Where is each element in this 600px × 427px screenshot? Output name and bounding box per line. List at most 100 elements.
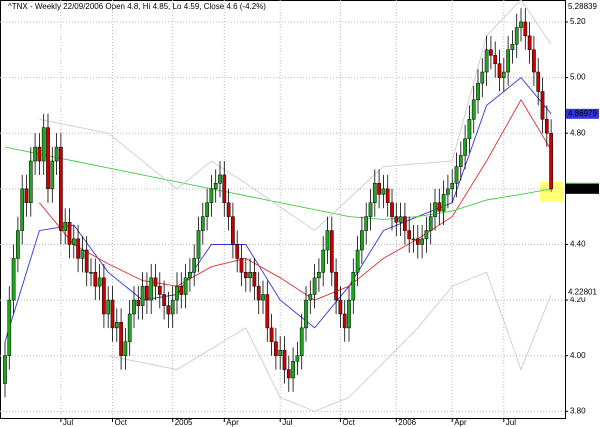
candle-body	[46, 127, 50, 190]
y-tick-label: 4.20	[570, 295, 586, 304]
candle-body	[454, 166, 459, 184]
candle-body	[153, 277, 158, 287]
candle-body	[317, 272, 321, 279]
y-tick-label: 4.00	[570, 351, 586, 360]
candle-body	[471, 99, 476, 120]
candle-body	[149, 277, 154, 301]
candle-body	[291, 361, 295, 379]
candle-body	[398, 216, 403, 223]
candle-body	[71, 238, 76, 245]
candle-body	[188, 272, 192, 279]
x-tick-label: 2006	[398, 418, 416, 427]
candle-body	[63, 221, 68, 231]
x-tick-label: Jul	[63, 418, 73, 427]
candle-body	[368, 202, 373, 217]
price-label-box	[566, 287, 599, 298]
candle-body	[205, 202, 209, 217]
candle-body	[80, 249, 85, 259]
candle-body	[145, 285, 149, 301]
candle-body	[467, 119, 472, 140]
candle-body	[76, 238, 80, 259]
highlight	[540, 182, 564, 202]
candle-body	[239, 258, 244, 273]
price-label-box	[566, 2, 599, 12]
candle-body	[519, 21, 523, 28]
y-tick-label: 5.20	[570, 17, 586, 26]
x-tick-label: Jul	[506, 418, 516, 427]
candle-body	[532, 49, 536, 73]
candle-body	[93, 272, 98, 287]
candle-body	[549, 132, 553, 190]
candle-body	[119, 322, 123, 356]
candle-body	[476, 82, 480, 101]
candle-body	[446, 188, 450, 195]
candle-body	[41, 127, 46, 162]
candle-body	[183, 277, 188, 295]
candle-body	[127, 313, 132, 343]
candle-body	[325, 230, 330, 251]
candle-body	[394, 216, 399, 223]
price-label: 4.86979	[568, 109, 597, 118]
candle-body	[433, 202, 437, 217]
candle-body	[89, 272, 93, 274]
candle-body	[489, 49, 493, 56]
candle-body	[102, 277, 106, 315]
indicator-line	[108, 271, 552, 412]
y-tick-label: 5.00	[570, 73, 586, 82]
candle-body	[140, 285, 145, 306]
candle-body	[437, 202, 442, 212]
candle-body	[84, 249, 89, 273]
price-label-box	[566, 108, 599, 119]
candle-body	[381, 188, 386, 195]
candle-body	[424, 230, 429, 240]
candle-body	[385, 188, 390, 203]
candle-body	[411, 238, 416, 241]
candle-body	[67, 221, 72, 245]
candle-body	[428, 216, 433, 231]
candle-body	[497, 63, 502, 78]
candle-body	[450, 183, 455, 190]
candle-body	[11, 258, 16, 301]
candle-body	[510, 43, 515, 51]
candle-body	[544, 119, 549, 134]
candle-body	[37, 146, 42, 162]
candle-body	[351, 272, 356, 301]
x-tick-label: Oct	[342, 418, 355, 427]
indicator-line	[39, 0, 552, 232]
x-tick-label: Apr	[454, 418, 467, 427]
candle-body	[162, 294, 166, 306]
candle-body	[458, 155, 463, 167]
candle-body	[226, 202, 231, 217]
candle-body	[355, 249, 360, 273]
candle-body	[54, 146, 59, 162]
candle-body	[299, 327, 304, 356]
candle-body	[200, 216, 205, 231]
candle-body	[269, 327, 274, 343]
candle-body	[372, 183, 377, 203]
candle-body	[196, 230, 201, 259]
candle-body	[514, 27, 519, 45]
price-label: 5.28839	[568, 2, 597, 11]
candle-body	[364, 216, 369, 231]
candle-body	[136, 299, 141, 306]
candle-body	[282, 349, 287, 370]
candle-body	[274, 341, 278, 356]
candle-body	[360, 230, 364, 251]
candle-body	[209, 188, 214, 203]
candle-body	[484, 49, 489, 73]
candle-body	[420, 238, 424, 245]
candle-body	[441, 194, 446, 212]
candle-body	[527, 35, 532, 51]
candle-body	[16, 230, 20, 259]
candle-body	[334, 272, 338, 301]
candle-body	[377, 183, 381, 195]
candle-body	[536, 71, 541, 92]
candle-body	[170, 299, 175, 315]
candle-body	[256, 285, 261, 301]
candle-body	[166, 305, 171, 315]
candle-body	[243, 272, 248, 279]
y-tick-label: 3.80	[570, 406, 586, 415]
candle-body	[110, 299, 115, 329]
indicator-line	[4, 76, 552, 342]
